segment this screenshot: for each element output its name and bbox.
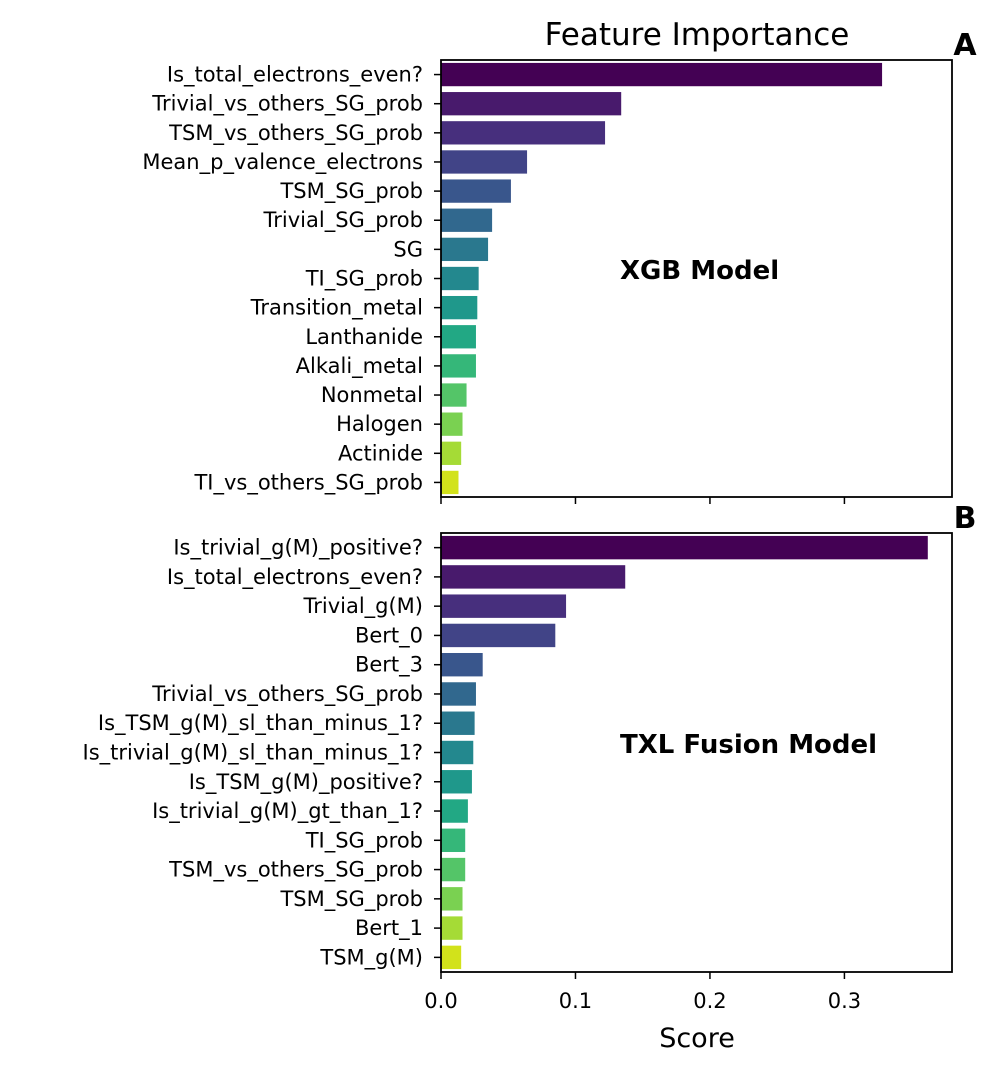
plot-frame xyxy=(440,532,953,973)
category-label: Actinide xyxy=(338,441,423,465)
category-label: Bert_0 xyxy=(355,623,423,648)
category-label: Trivial_vs_others_SG_prob xyxy=(151,92,423,117)
bar xyxy=(441,945,462,970)
model-label: TXL Fusion Model xyxy=(620,730,877,760)
bar xyxy=(441,179,511,203)
category-label: TSM_SG_prob xyxy=(279,179,423,204)
category-label: TI_vs_others_SG_prob xyxy=(193,470,423,495)
bar xyxy=(441,237,489,262)
category-label: Halogen xyxy=(336,412,423,436)
category-label: Is_TSM_g(M)_sl_than_minus_1? xyxy=(98,711,423,736)
model-label: XGB Model xyxy=(620,256,779,286)
chart-title: Feature Importance xyxy=(545,17,850,53)
category-label: Bert_3 xyxy=(355,653,423,678)
category-label: Bert_1 xyxy=(355,916,423,941)
category-label: Transition_metal xyxy=(250,296,423,321)
bar xyxy=(441,682,476,706)
bar xyxy=(441,623,556,648)
x-tick-label: 0.1 xyxy=(559,989,592,1013)
category-label: Is_trivial_g(M)_sl_than_minus_1? xyxy=(83,741,424,766)
category-label: Alkali_metal xyxy=(296,354,423,379)
bar xyxy=(441,828,466,853)
category-label: TSM_SG_prob xyxy=(279,887,423,912)
category-label: TI_SG_prob xyxy=(305,267,423,292)
bar xyxy=(441,740,474,765)
bar xyxy=(441,92,622,116)
bar xyxy=(441,711,475,735)
bar xyxy=(441,62,883,87)
category-label: Is_trivial_g(M)_gt_than_1? xyxy=(152,799,423,824)
category-label: Lanthanide xyxy=(305,325,423,349)
bar xyxy=(441,150,528,174)
panel-label: B xyxy=(954,501,977,536)
bar xyxy=(441,325,476,349)
bar xyxy=(441,354,476,378)
bar xyxy=(441,535,928,560)
category-label: Is_total_electrons_even? xyxy=(167,63,423,88)
chart-panel-a: Is_total_electrons_even? Trivial_vs_other… xyxy=(142,28,977,504)
category-label: Is_total_electrons_even? xyxy=(167,565,423,590)
plot-layer: Is_total_electrons_even? Trivial_vs_other… xyxy=(83,28,978,1013)
category-label: Is_trivial_g(M)_positive? xyxy=(173,536,423,561)
category-label: TSM_g(M) xyxy=(319,945,423,970)
bar xyxy=(441,594,567,618)
chart-panel-b: Is_trivial_g(M)_positive? Is_total_electr… xyxy=(83,501,977,1013)
bar xyxy=(441,770,472,794)
bar xyxy=(441,857,466,882)
bar xyxy=(441,121,606,145)
category-label: Trivial_vs_others_SG_prob xyxy=(151,682,423,707)
bar xyxy=(441,887,463,911)
bar xyxy=(441,295,478,320)
bar xyxy=(441,470,459,495)
x-axis-label: Score xyxy=(659,1023,735,1054)
category-label: Trivial_g(M) xyxy=(302,594,423,619)
plot-frame xyxy=(440,59,953,498)
bar xyxy=(441,383,467,407)
x-tick-label: 0.0 xyxy=(424,989,457,1013)
bar xyxy=(441,208,493,232)
category-label: Mean_p_valence_electrons xyxy=(142,150,423,175)
bar xyxy=(441,441,462,465)
category-label: Is_TSM_g(M)_positive? xyxy=(189,770,423,795)
category-label: TSM_vs_others_SG_prob xyxy=(168,858,423,883)
panel-label: A xyxy=(953,28,977,63)
bar xyxy=(441,412,463,436)
bar xyxy=(441,565,626,589)
x-tick-label: 0.3 xyxy=(828,989,861,1013)
category-label: TSM_vs_others_SG_prob xyxy=(168,121,423,146)
bar xyxy=(441,799,468,823)
bar xyxy=(441,652,483,677)
bar xyxy=(441,266,479,291)
category-label: TI_SG_prob xyxy=(305,828,423,853)
category-label: SG xyxy=(393,237,423,261)
category-label: Nonmetal xyxy=(321,383,423,407)
x-tick-label: 0.2 xyxy=(693,989,726,1013)
category-label: Trivial_SG_prob xyxy=(263,208,423,233)
bar xyxy=(441,916,463,940)
